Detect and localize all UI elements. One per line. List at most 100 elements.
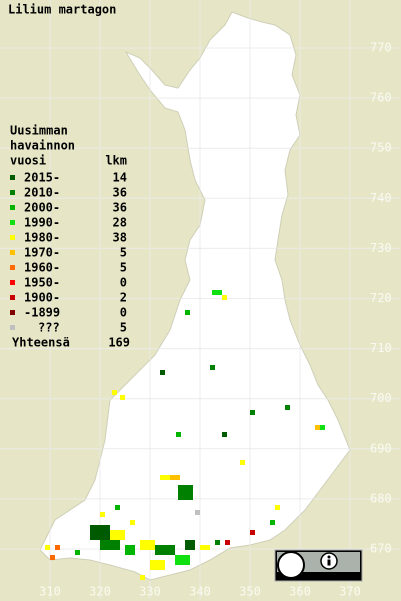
legend-swatch [10,310,15,315]
observation [160,475,170,480]
legend-header: vuosi [10,154,46,168]
legend-label: 1900- [24,291,60,305]
observations [45,290,325,580]
legend-total: 169 [108,336,130,350]
legend-count: 0 [120,276,127,290]
observation [222,432,227,437]
x-tick-label: 360 [289,585,311,599]
y-tick-label: 720 [370,291,392,305]
legend-count: 5 [120,246,127,260]
observation [150,560,165,570]
legend-swatch [10,280,15,285]
observation [110,530,125,540]
y-tick-label: 740 [370,191,392,205]
legend-label: 2015- [24,171,60,185]
observation [90,525,110,540]
observation [155,545,175,555]
y-tick-label: 770 [370,41,392,55]
legend-label: 1980- [24,231,60,245]
y-tick-label: 730 [370,241,392,255]
observation [125,545,135,555]
legend-swatch [10,265,15,270]
observation [100,512,105,517]
legend-label: 1970- [24,246,60,260]
legend-label: -1899 [24,306,60,320]
y-tick-label: 760 [370,91,392,105]
legend-count: 5 [120,261,127,275]
x-tick-label: 340 [189,585,211,599]
observation [217,290,222,295]
y-tick-label: 710 [370,341,392,355]
observation [45,545,50,550]
legend-label: 2000- [24,201,60,215]
observation [170,475,180,480]
observation [175,555,190,565]
observation [285,405,290,410]
legend-header: havainnon [10,139,75,153]
legend-swatch [10,295,15,300]
cc-badge [274,549,363,582]
legend-count: 2 [120,291,127,305]
legend-count-header: lkm [105,154,127,168]
observation [140,575,145,580]
x-tick-label: 350 [239,585,261,599]
legend-swatch [10,220,15,225]
legend-header: Uusimman [10,124,68,138]
observation [212,290,217,295]
observation [130,520,135,525]
observation [140,540,155,550]
observation [215,540,220,545]
observation [100,540,120,550]
observation [160,370,165,375]
observation [178,485,193,500]
legend-count: 5 [120,321,127,335]
observation [270,520,275,525]
legend-swatch [10,235,15,240]
observation [320,425,325,430]
observation [250,530,255,535]
legend-swatch [10,205,15,210]
legend-count: 36 [113,186,127,200]
legend-count: 36 [113,201,127,215]
observation [275,505,280,510]
observation [315,425,320,430]
legend-label: ??? [38,321,60,335]
legend-swatch [10,325,15,330]
legend-swatch [10,250,15,255]
observation [112,390,117,395]
legend-count: 14 [113,171,127,185]
finland-outline [39,11,351,581]
y-tick-label: 680 [370,491,392,505]
observation [55,545,60,550]
observation [222,295,227,300]
observation [195,510,200,515]
observation [115,505,120,510]
observation [176,432,181,437]
x-tick-label: 330 [139,585,161,599]
observation [75,550,80,555]
observation [120,395,125,400]
observation [210,365,215,370]
legend-swatch [10,190,15,195]
legend-label: 1950- [24,276,60,290]
legend-count: 28 [113,216,127,230]
observation [185,310,190,315]
y-tick-label: 750 [370,141,392,155]
y-tick-label: 690 [370,441,392,455]
observation [185,540,195,550]
title: Lilium martagon [8,3,116,17]
y-tick-label: 700 [370,391,392,405]
x-tick-label: 310 [39,585,61,599]
legend-label: 1960- [24,261,60,275]
x-tick-label: 320 [89,585,111,599]
legend-swatch [10,175,15,180]
y-tick-label: 670 [370,542,392,556]
legend-label: 1990- [24,216,60,230]
observation [225,540,230,545]
legend-count: 38 [113,231,127,245]
observation [250,410,255,415]
legend-count: 0 [120,306,127,320]
